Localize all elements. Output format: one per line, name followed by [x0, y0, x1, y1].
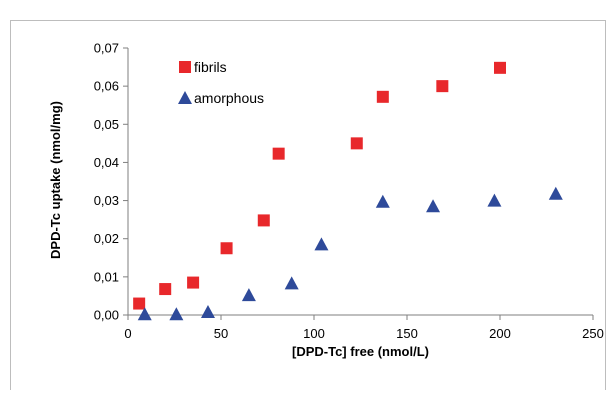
data-points — [133, 61, 563, 321]
x-axis-title: [DPD-Tc] free (nmol/L) — [292, 344, 429, 359]
amorphous-point — [200, 304, 215, 318]
y-tick-label: 0,04 — [94, 155, 119, 170]
amorphous-point — [375, 194, 390, 208]
y-tick-label: 0,01 — [94, 269, 119, 284]
fibrils-point — [436, 80, 449, 93]
amorphous-point — [426, 199, 441, 213]
y-ticks: 0,00 0,01 0,02 0,03 0,04 0,05 0,06 0,07 — [94, 41, 128, 323]
amorphous-point — [548, 186, 563, 200]
x-tick-label: 50 — [214, 326, 228, 341]
y-axis-title: DPD-Tc uptake (nmol/mg) — [48, 101, 63, 259]
chart-frame — [10, 20, 606, 390]
y-tick-label: 0,03 — [94, 193, 119, 208]
y-tick-label: 0,02 — [94, 231, 119, 246]
fibrils-point — [376, 90, 389, 103]
fibrils-point — [257, 214, 270, 227]
y-tick-label: 0,07 — [94, 41, 119, 56]
axes-group — [127, 48, 593, 316]
amorphous-point — [241, 288, 256, 302]
y-tick-label: 0,06 — [94, 79, 119, 94]
amorphous-legend-label: amorphous — [194, 90, 264, 106]
x-tick-label: 200 — [489, 326, 511, 341]
fibrils-point — [494, 61, 506, 74]
fibrils-point — [187, 276, 200, 289]
x-ticks: 0 50 100 150 200 250 — [124, 315, 604, 341]
y-tick-label: 0,00 — [94, 308, 119, 323]
fibrils-point — [272, 147, 285, 160]
fibrils-point — [159, 283, 172, 296]
amorphous-legend-marker — [178, 91, 192, 104]
amorphous-point — [487, 193, 502, 207]
fibrils-point — [220, 242, 233, 255]
amorphous-point — [169, 307, 184, 321]
legend: fibrils amorphous — [178, 59, 264, 106]
fibrils-point — [350, 137, 363, 150]
x-tick-label: 150 — [396, 326, 418, 341]
fibrils-legend-label: fibrils — [194, 59, 227, 75]
amorphous-point — [284, 276, 299, 290]
fibrils-point — [133, 297, 146, 310]
y-tick-label: 0,05 — [94, 117, 119, 132]
x-tick-label: 100 — [303, 326, 325, 341]
amorphous-point — [137, 307, 152, 321]
fibrils-legend-marker — [179, 61, 191, 73]
amorphous-point — [314, 237, 329, 251]
x-tick-label: 250 — [582, 326, 604, 341]
x-tick-label: 0 — [124, 326, 131, 341]
